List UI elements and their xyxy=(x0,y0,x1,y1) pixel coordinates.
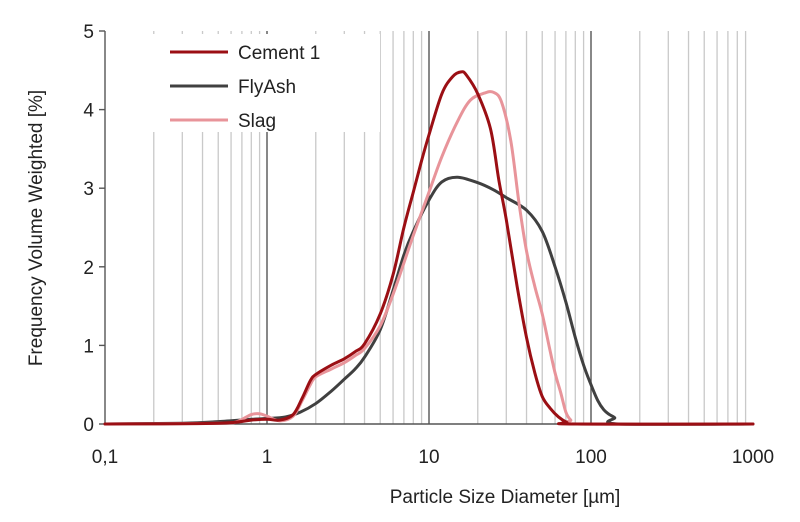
x-tick-label: 10 xyxy=(418,447,439,468)
legend: Cement 1 FlyAsh Slag xyxy=(148,34,380,132)
series-lines xyxy=(103,70,755,426)
y-tick-label: 3 xyxy=(83,179,94,200)
y-tick-label: 5 xyxy=(83,22,94,43)
x-tick-label: 1000 xyxy=(732,447,774,468)
legend-label-flyash: FlyAsh xyxy=(238,77,296,98)
x-tick-label: 1 xyxy=(262,447,273,468)
legend-box xyxy=(148,34,380,132)
x-tick-label: 0,1 xyxy=(92,447,118,468)
y-axis-title: Frequency Volume Weighted [%] xyxy=(26,90,47,366)
legend-label-slag: Slag xyxy=(238,111,276,132)
series-line-cement-1 xyxy=(103,70,755,426)
x-axis-title: Particle Size Diameter [µm] xyxy=(390,487,621,508)
x-tick-label: 100 xyxy=(575,447,607,468)
y-tick-label: 4 xyxy=(83,101,94,122)
y-tick-label: 1 xyxy=(83,336,94,357)
y-tick-label: 2 xyxy=(83,258,94,279)
y-tick-label: 0 xyxy=(83,415,94,436)
legend-label-cement-1: Cement 1 xyxy=(238,43,320,64)
